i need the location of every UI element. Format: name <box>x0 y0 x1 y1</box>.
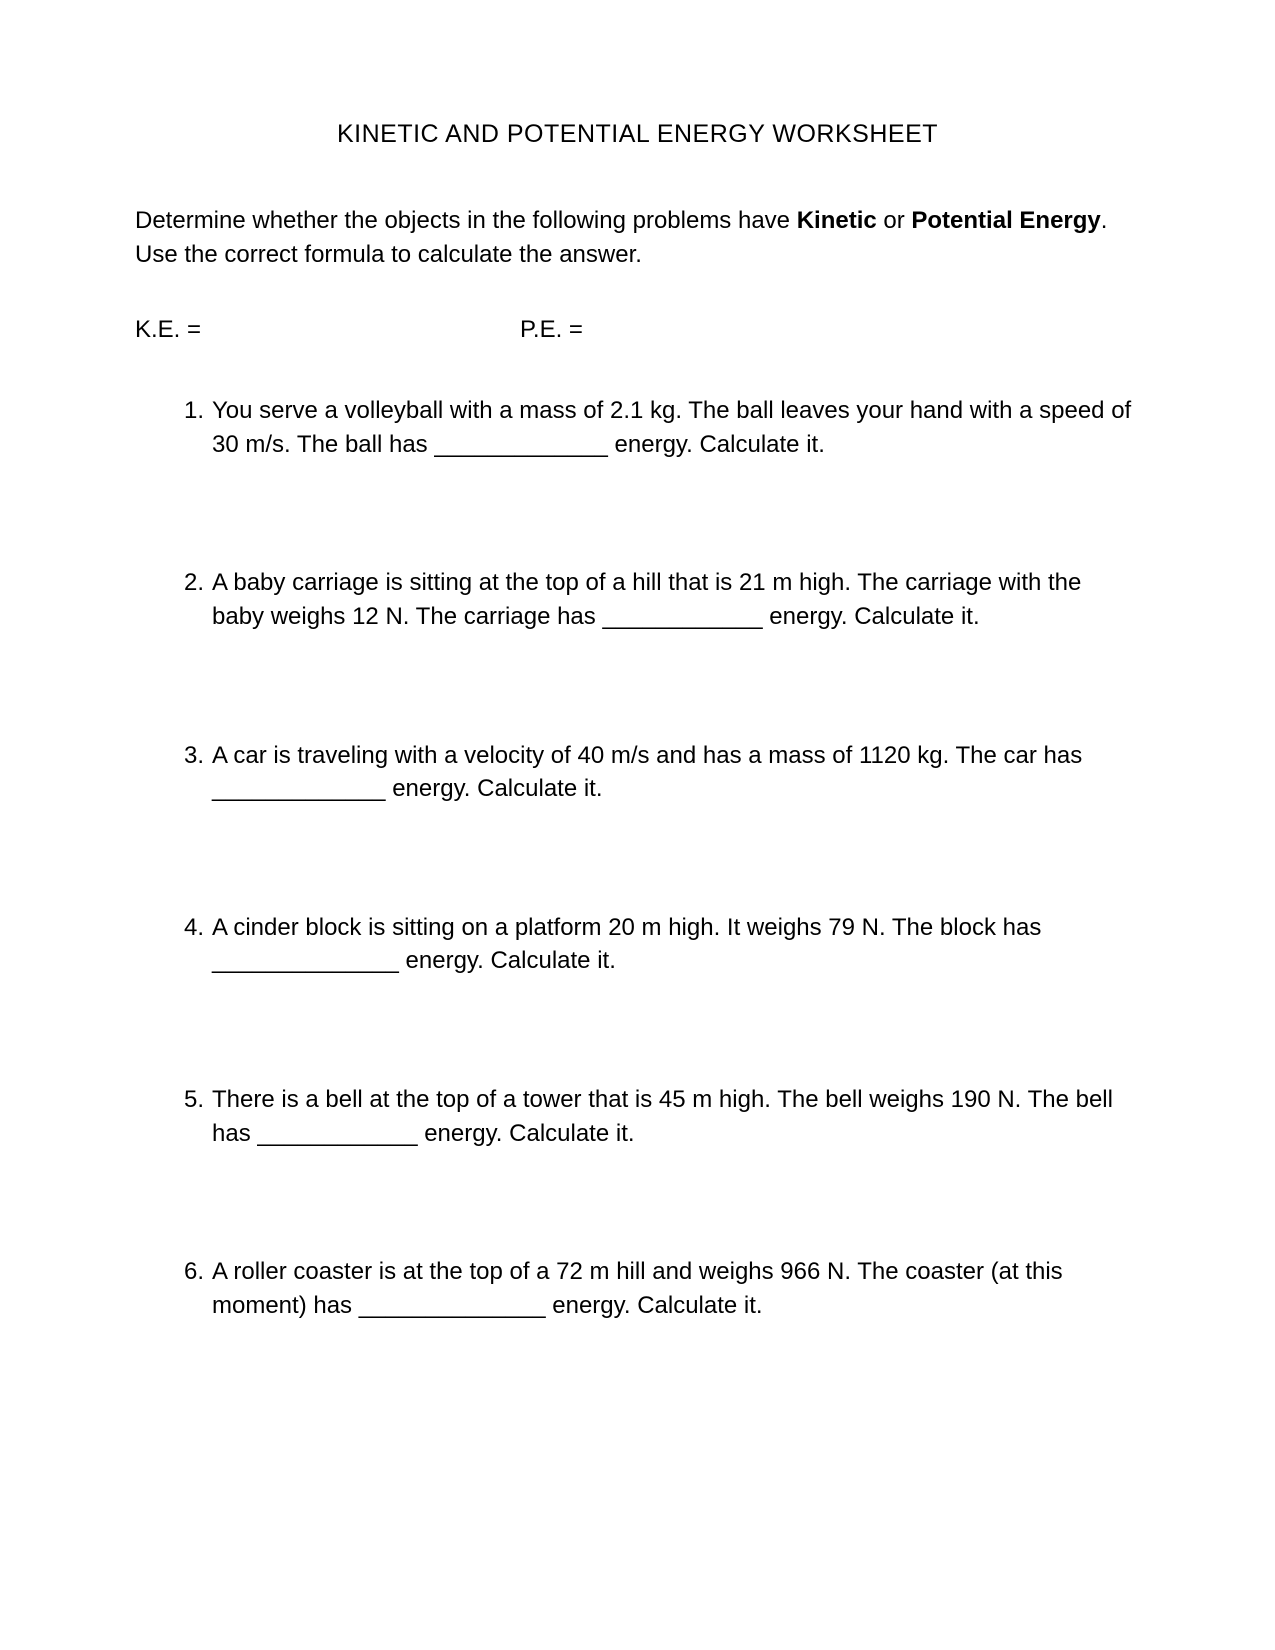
question-2: 2. A baby carriage is sitting at the top… <box>180 566 1140 633</box>
instructions-bold2: Potential Energy <box>911 207 1100 234</box>
ke-formula: K.E. = <box>135 316 520 344</box>
pe-formula: P.E. = <box>520 316 1140 344</box>
question-number: 5. <box>180 1083 212 1150</box>
question-3: 3. A car is traveling with a velocity of… <box>180 739 1140 806</box>
question-text: There is a bell at the top of a tower th… <box>212 1083 1140 1150</box>
question-text: A cinder block is sitting on a platform … <box>212 911 1140 978</box>
questions-list: 1. You serve a volleyball with a mass of… <box>135 394 1140 1322</box>
question-text: A baby carriage is sitting at the top of… <box>212 566 1140 633</box>
question-4: 4. A cinder block is sitting on a platfo… <box>180 911 1140 978</box>
question-number: 4. <box>180 911 212 978</box>
instructions-bold1: Kinetic <box>797 207 877 234</box>
worksheet-title: KINETIC AND POTENTIAL ENERGY WORKSHEET <box>135 120 1140 149</box>
question-number: 2. <box>180 566 212 633</box>
instructions-part1: Determine whether the objects in the fol… <box>135 207 797 234</box>
question-5: 5. There is a bell at the top of a tower… <box>180 1083 1140 1150</box>
formulas-row: K.E. = P.E. = <box>135 316 1140 344</box>
question-number: 3. <box>180 739 212 806</box>
question-6: 6. A roller coaster is at the top of a 7… <box>180 1255 1140 1322</box>
question-number: 6. <box>180 1255 212 1322</box>
question-number: 1. <box>180 394 212 461</box>
instructions: Determine whether the objects in the fol… <box>135 204 1140 271</box>
question-text: You serve a volleyball with a mass of 2.… <box>212 394 1140 461</box>
question-text: A roller coaster is at the top of a 72 m… <box>212 1255 1140 1322</box>
question-text: A car is traveling with a velocity of 40… <box>212 739 1140 806</box>
instructions-part2: or <box>877 207 912 234</box>
question-1: 1. You serve a volleyball with a mass of… <box>180 394 1140 461</box>
